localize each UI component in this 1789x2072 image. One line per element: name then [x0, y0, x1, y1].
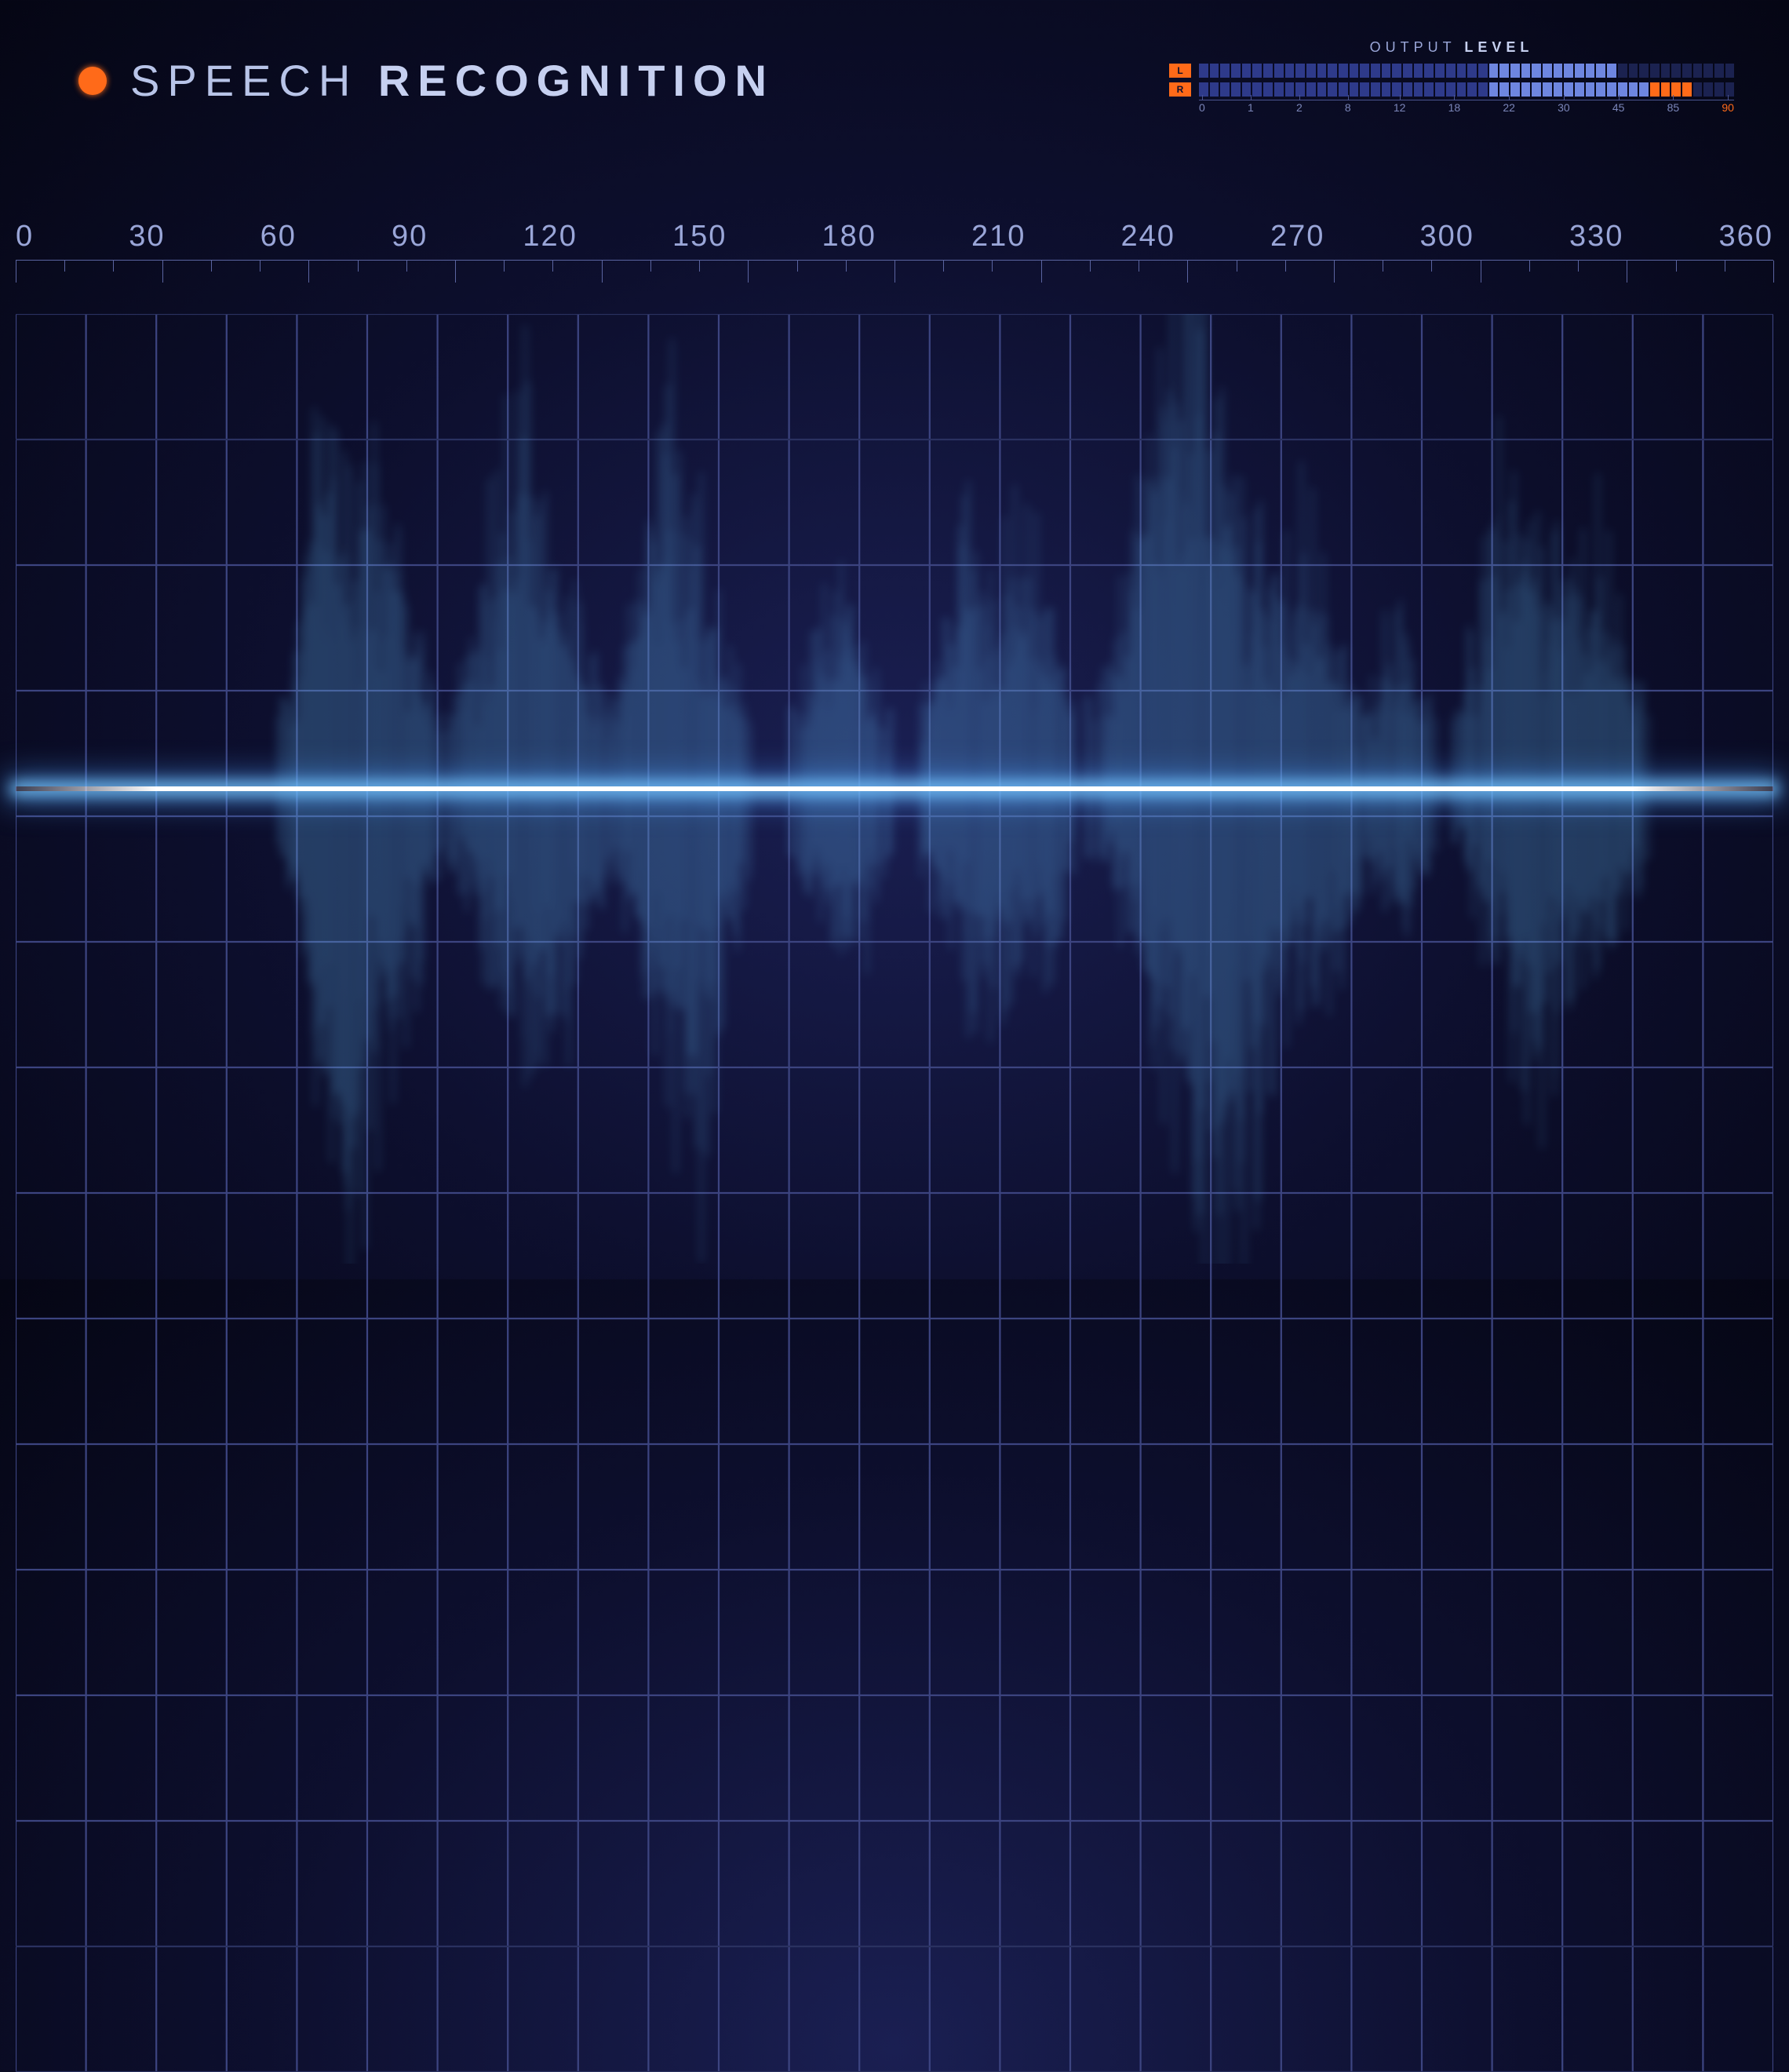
level-scale-tick: 8	[1345, 101, 1351, 114]
time-ruler: 0 30 60 90 120 150 180 210 240 270 300 330 360	[0, 220, 1789, 283]
level-scale-tick: 22	[1503, 101, 1515, 114]
ruler-ticks	[16, 260, 1773, 288]
ruler-label: 180	[822, 220, 876, 254]
ruler-label: 90	[392, 220, 428, 254]
level-label-light: OUTPUT	[1370, 39, 1456, 55]
level-row-l: L	[1169, 64, 1734, 78]
ruler-label: 240	[1120, 220, 1175, 254]
output-level-panel: OUTPUT LEVEL LR 012812182230458590	[1169, 39, 1734, 114]
channel-badge: R	[1169, 82, 1191, 97]
title-light: SPEECH	[130, 56, 358, 105]
ruler-label: 210	[971, 220, 1026, 254]
ruler-label: 30	[129, 220, 165, 254]
waveform-plot	[16, 314, 1773, 1264]
ruler-label: 300	[1420, 220, 1474, 254]
ruler-label: 120	[523, 220, 577, 254]
level-label-bold: LEVEL	[1464, 39, 1533, 55]
output-level-label: OUTPUT LEVEL	[1169, 39, 1734, 56]
level-scale-tick: 85	[1667, 101, 1680, 114]
level-scale-tick: 45	[1612, 101, 1625, 114]
ruler-label: 0	[16, 220, 34, 254]
app-title: SPEECH RECOGNITION	[130, 55, 774, 106]
level-scale-tick: 90	[1722, 101, 1734, 114]
channel-badge: L	[1169, 64, 1191, 78]
level-scale-tick: 12	[1394, 101, 1406, 114]
record-indicator-icon	[78, 67, 107, 95]
level-bar	[1199, 64, 1734, 78]
ruler-labels: 0 30 60 90 120 150 180 210 240 270 300 330 360	[0, 220, 1789, 254]
ruler-label: 360	[1719, 220, 1773, 254]
ruler-label: 60	[261, 220, 297, 254]
ruler-label: 150	[672, 220, 727, 254]
waveform-centerline	[16, 786, 1773, 791]
level-bar	[1199, 82, 1734, 97]
level-scale-tick: 1	[1248, 101, 1254, 114]
level-scale-tick: 0	[1199, 101, 1205, 114]
ruler-label: 270	[1270, 220, 1324, 254]
ruler-label: 330	[1569, 220, 1623, 254]
level-scale-tick: 30	[1558, 101, 1570, 114]
level-scale-tick: 2	[1296, 101, 1303, 114]
title-bold: RECOGNITION	[378, 56, 774, 105]
header: SPEECH RECOGNITION	[78, 55, 774, 106]
level-scale: 012812182230458590	[1169, 101, 1734, 114]
level-row-r: R	[1169, 82, 1734, 97]
level-scale-tick: 18	[1448, 101, 1461, 114]
